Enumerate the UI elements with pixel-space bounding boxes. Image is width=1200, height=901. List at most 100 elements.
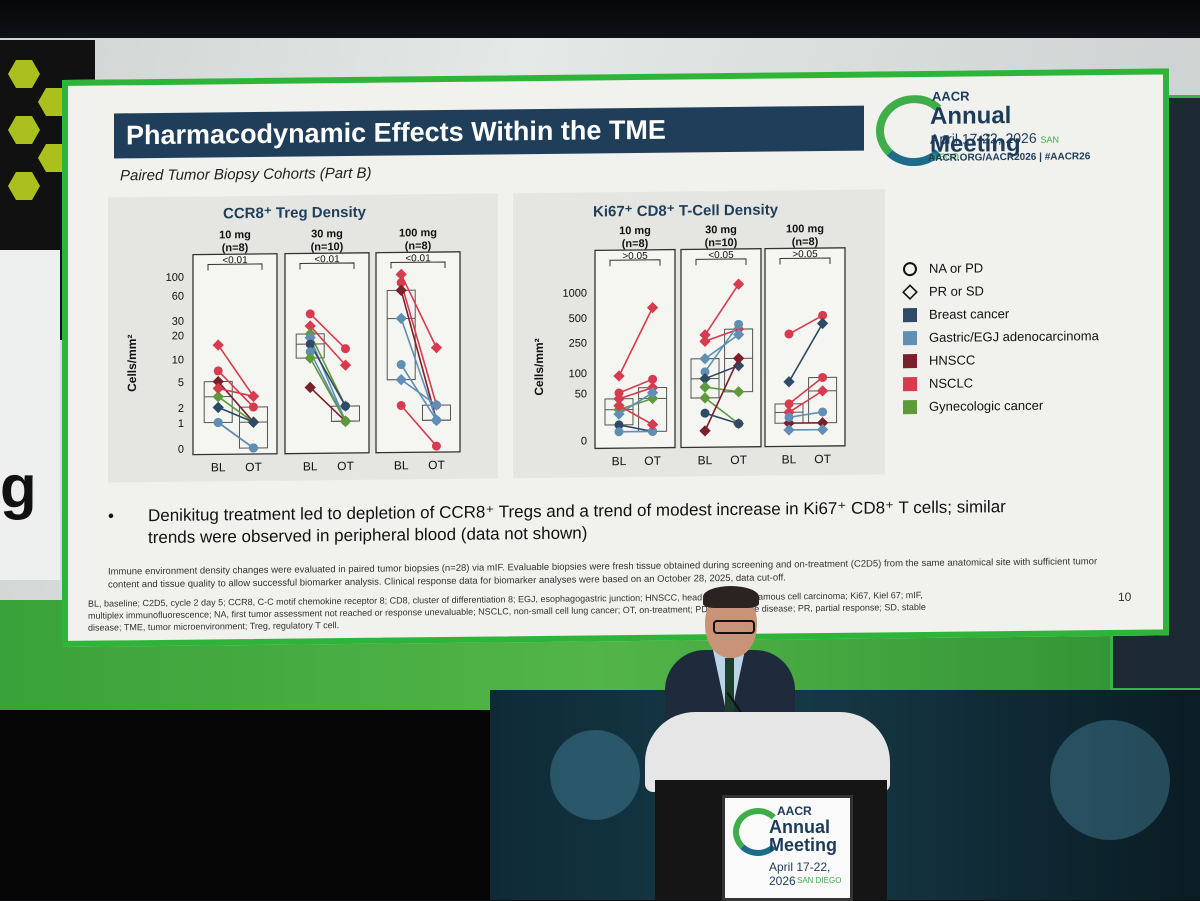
speaker-hair	[703, 586, 759, 608]
color-swatch	[903, 354, 917, 368]
y-tick-label: 20	[172, 330, 184, 342]
podium-city: SAN DIEGO	[797, 876, 841, 885]
p-value-label: <0.01	[222, 255, 248, 266]
y-tick-label: 10	[172, 354, 184, 366]
bokeh-light	[1050, 720, 1170, 840]
legend-label: Gynecologic cancer	[929, 398, 1043, 414]
color-swatch	[903, 377, 917, 391]
x-tick-label: OT	[337, 459, 354, 473]
dose-label: 10 mg	[219, 229, 251, 241]
x-tick-label: OT	[428, 458, 445, 472]
n-label: (n=10)	[705, 237, 738, 249]
n-label: (n=8)	[222, 242, 249, 254]
x-tick-label: OT	[814, 452, 831, 466]
y-tick-label: 250	[569, 338, 587, 350]
p-value-label: <0.05	[708, 250, 734, 261]
legend-label: Gastric/EGJ adenocarcinoma	[929, 328, 1099, 345]
legend-item: Breast cancer	[903, 301, 1099, 326]
legend-label: Breast cancer	[929, 306, 1009, 322]
y-tick-label: 500	[569, 313, 587, 325]
legend-item: NSCLC	[903, 370, 1099, 395]
y-axis-label: Cells/mm²	[532, 338, 546, 396]
hex-shape	[8, 60, 40, 88]
footnote: Immune environment density changes were …	[108, 555, 1108, 591]
y-tick-label: 0	[178, 444, 184, 456]
y-tick-label: 100	[569, 368, 587, 380]
x-tick-label: OT	[245, 460, 262, 474]
dose-label: 30 mg	[311, 228, 343, 240]
plot-frame	[765, 248, 845, 447]
hex-shape	[8, 172, 40, 200]
slide-subtitle: Paired Tumor Biopsy Cohorts (Part B)	[120, 165, 371, 185]
x-tick-label: BL	[612, 454, 627, 468]
x-tick-label: BL	[394, 458, 409, 472]
plot-frame	[193, 254, 277, 455]
page-number: 10	[1118, 590, 1131, 604]
y-tick-label: 1000	[563, 288, 587, 300]
x-tick-label: BL	[782, 452, 797, 466]
bullet-text: Denikitug treatment led to depletion of …	[148, 496, 1048, 549]
p-value-label: >0.05	[622, 251, 648, 262]
color-swatch	[903, 308, 917, 322]
n-label: (n=8)	[405, 240, 432, 252]
y-tick-label: 60	[172, 291, 184, 303]
y-tick-label: 50	[575, 388, 587, 400]
y-tick-label: 2	[178, 403, 184, 415]
p-value-label: <0.01	[405, 253, 431, 264]
color-swatch	[903, 400, 917, 414]
abbreviations: BL, baseline; C2D5, cycle 2 day 5; CCR8,…	[88, 589, 938, 634]
bullet-icon: •	[108, 505, 114, 527]
p-value-label: <0.01	[314, 254, 340, 265]
legend-item: NA or PD	[903, 255, 1099, 280]
dose-label: 10 mg	[619, 225, 651, 237]
legend-item: Gastric/EGJ adenocarcinoma	[903, 324, 1099, 349]
color-swatch	[903, 331, 917, 345]
circle-icon	[903, 262, 917, 276]
n-label: (n=8)	[792, 236, 819, 248]
y-tick-label: 5	[178, 377, 184, 389]
bokeh-light	[550, 730, 640, 820]
logo-url: AACR.ORG/AACR2026 | #AACR26	[928, 151, 1090, 164]
legend: NA or PD PR or SD Breast cancer Gastric/…	[903, 255, 1099, 418]
legend-item: Gynecologic cancer	[903, 393, 1099, 418]
left-side-screen	[0, 250, 60, 580]
n-label: (n=10)	[311, 241, 344, 253]
dose-label: 100 mg	[399, 227, 437, 239]
dose-label: 100 mg	[786, 223, 824, 235]
legend-label: PR or SD	[929, 283, 984, 299]
diamond-icon	[902, 284, 918, 300]
hex-shape	[8, 116, 40, 144]
x-tick-label: BL	[211, 460, 226, 474]
aacr-logo: AACR Annual Meeting April 17-22, 2026 SA…	[868, 87, 1088, 169]
legend-item: PR or SD	[903, 278, 1099, 303]
y-tick-label: 30	[172, 316, 184, 328]
y-tick-label: 1	[178, 418, 184, 430]
legend-label: NA or PD	[929, 260, 983, 276]
bullet-point: • Denikitug treatment led to depletion o…	[108, 495, 1068, 505]
x-tick-label: OT	[730, 453, 747, 467]
presentation-slide: Pharmacodynamic Effects Within the TME P…	[62, 68, 1169, 647]
glasses-icon	[713, 620, 755, 634]
legend-label: NSCLC	[929, 375, 973, 390]
y-tick-label: 100	[166, 272, 184, 284]
left-screen-letter: g	[0, 452, 37, 521]
p-value-label: >0.05	[792, 249, 818, 260]
legend-item: HNSCC	[903, 347, 1099, 372]
plot-frame	[285, 253, 369, 454]
audience-dark	[0, 710, 500, 900]
x-tick-label: OT	[644, 454, 661, 468]
legend-label: HNSCC	[929, 352, 975, 367]
n-label: (n=8)	[622, 238, 649, 250]
podium-org: AACR	[777, 804, 812, 818]
x-tick-label: BL	[303, 459, 318, 473]
slide-title: Pharmacodynamic Effects Within the TME	[114, 106, 864, 159]
x-tick-label: BL	[698, 453, 713, 467]
y-tick-label: 0	[581, 436, 587, 448]
y-axis-label: Cells/mm²	[125, 335, 139, 393]
